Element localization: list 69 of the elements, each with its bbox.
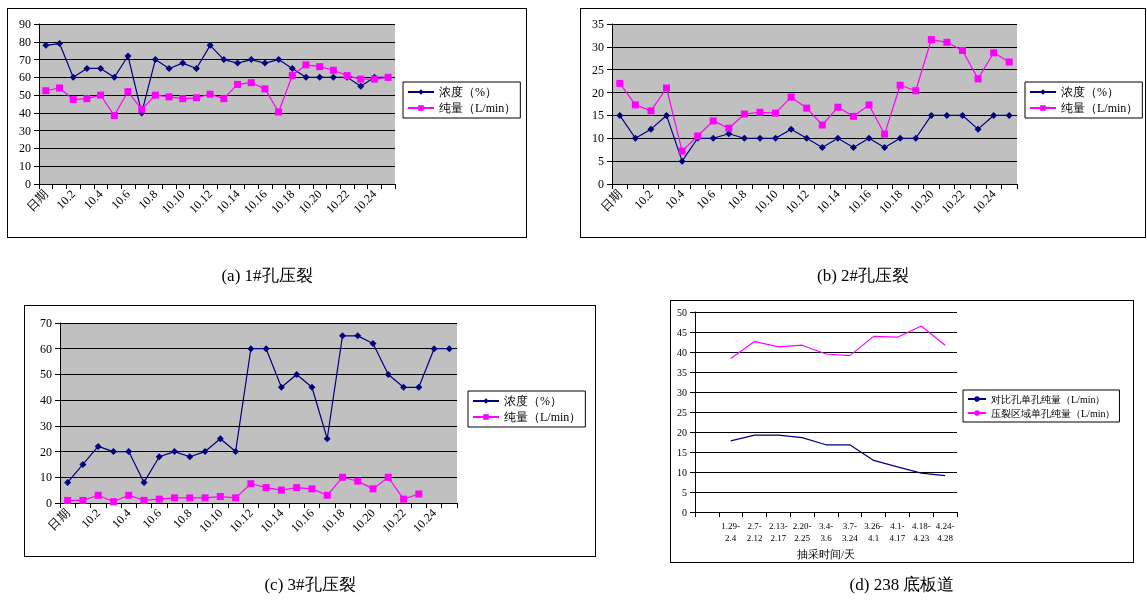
y-tick-label: 15 xyxy=(677,446,687,458)
x-tick-label: 4.1- 4.17 xyxy=(889,521,906,543)
x-tick-label: 1.29- 2.4 xyxy=(721,521,741,543)
text: (c) 3#孔压裂 xyxy=(264,575,356,594)
x-tick-label: 10.2 xyxy=(631,187,656,212)
text: (a) 1#孔压裂 xyxy=(221,266,313,285)
y-tick-label: 10 xyxy=(19,159,31,174)
x-tick-label: 10.2 xyxy=(53,187,79,212)
y-tick-label: 5 xyxy=(598,154,604,169)
x-tick-label: 10.6 xyxy=(108,187,133,212)
y-tick-label: 40 xyxy=(677,346,687,358)
x-tick-label: 10.4 xyxy=(80,187,106,212)
y-tick-label: 20 xyxy=(677,426,687,438)
y-tick-label: 50 xyxy=(677,306,687,318)
x-tick-label: 10.6 xyxy=(693,187,719,212)
x-axis-title: 抽采时间/天 xyxy=(796,548,856,561)
legend-label: 纯量（L/min） xyxy=(439,101,517,115)
legend-label: 浓度（%） xyxy=(1061,85,1119,99)
legend-label: 浓度（%） xyxy=(504,394,562,408)
y-tick-label: 45 xyxy=(677,326,687,338)
y-tick-label: 10 xyxy=(40,470,52,485)
y-tick-label: 30 xyxy=(40,418,52,433)
y-tick-label: 30 xyxy=(677,386,687,398)
y-tick-label: 10 xyxy=(592,131,604,146)
y-tick-label: 5 xyxy=(682,486,687,498)
x-tick-label: 10.8 xyxy=(135,187,161,212)
x-tick-label: 2.7- 2.12 xyxy=(746,521,763,543)
y-tick-label: 25 xyxy=(592,62,604,77)
y-tick-label: 50 xyxy=(19,88,31,103)
y-tick-label: 70 xyxy=(19,52,31,67)
x-tick-label: 2.20- 2.25 xyxy=(792,521,812,543)
x-tick-label: 10.4 xyxy=(108,506,134,531)
y-tick-label: 60 xyxy=(40,341,52,356)
legend-label: 对比孔单孔纯量（L/min） xyxy=(991,393,1106,405)
text: (b) 2#孔压裂 xyxy=(816,266,910,285)
y-tick-label: 80 xyxy=(19,34,31,49)
y-tick-label: 35 xyxy=(677,366,687,378)
y-tick-label: 20 xyxy=(19,141,31,156)
x-tick-label: 2.13- 2.17 xyxy=(768,521,788,543)
x-tick-label: 3.26- 4.1 xyxy=(864,521,884,543)
y-tick-label: 0 xyxy=(682,506,687,518)
y-tick-label: 20 xyxy=(40,444,52,459)
y-tick-label: 35 xyxy=(592,17,604,31)
y-tick-label: 30 xyxy=(592,39,604,54)
x-tick-label: 10.2 xyxy=(78,506,104,531)
y-tick-label: 70 xyxy=(40,316,52,330)
legend-label: 纯量（L/min） xyxy=(1061,101,1139,115)
x-tick-label: 10.4 xyxy=(662,187,688,212)
x-tick-label: 4.24- 4.28 xyxy=(935,521,955,543)
y-tick-label: 15 xyxy=(592,108,604,123)
legend-label: 压裂区域单孔纯量（L/min） xyxy=(991,407,1116,419)
y-tick-label: 25 xyxy=(677,406,687,418)
y-tick-label: 90 xyxy=(19,17,31,31)
y-tick-label: 40 xyxy=(19,105,31,120)
y-tick-label: 30 xyxy=(19,123,31,138)
text: (d) 238 底板道 xyxy=(849,575,955,594)
x-tick-label: 10.8 xyxy=(170,506,195,531)
legend-label: 浓度（%） xyxy=(439,85,497,99)
x-tick-label: 3.4- 3.6 xyxy=(818,521,834,543)
y-tick-label: 20 xyxy=(592,85,604,100)
x-tick-label: 4.18- 4.23 xyxy=(911,521,931,543)
y-tick-label: 40 xyxy=(40,393,52,408)
x-tick-label: 10.6 xyxy=(139,506,165,531)
y-tick-label: 50 xyxy=(40,367,52,382)
y-tick-label: 10 xyxy=(677,466,687,478)
y-tick-label: 60 xyxy=(19,70,31,85)
legend-label: 纯量（L/min） xyxy=(504,410,582,424)
x-tick-label: 3.7- 3.24 xyxy=(841,521,859,543)
x-tick-label: 10.8 xyxy=(724,187,750,212)
